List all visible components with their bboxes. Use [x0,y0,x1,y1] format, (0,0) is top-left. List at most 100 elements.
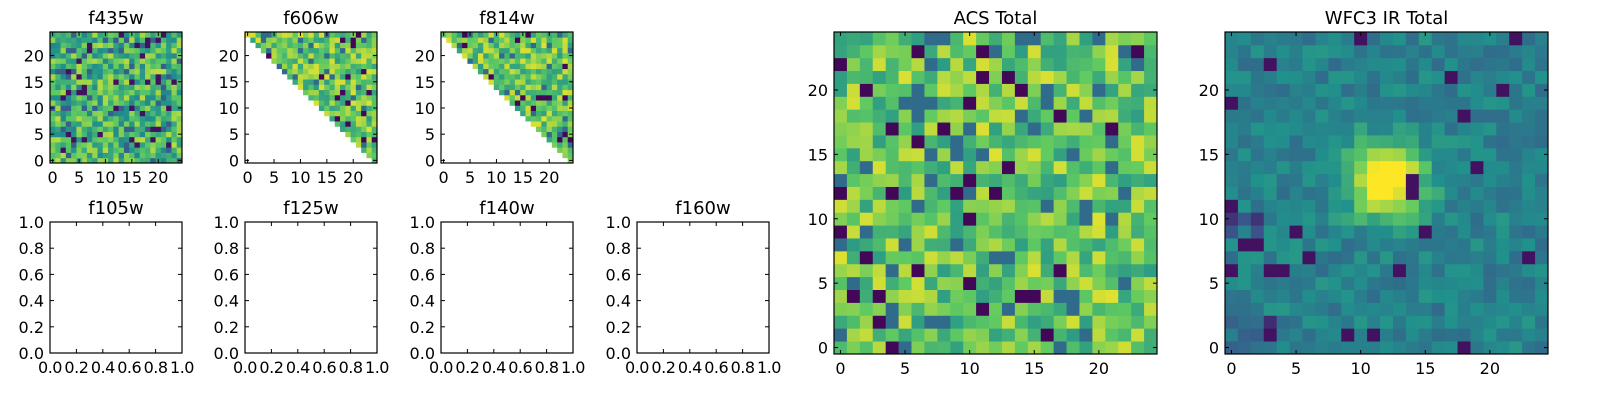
heatmap-cell [81,47,88,54]
heatmap-cell [1535,122,1549,136]
heatmap-cell [55,131,61,138]
heatmap-cell [355,100,362,106]
heatmap-cell [1496,32,1510,46]
heatmap-cell [976,276,990,290]
heatmap-cell [65,73,72,80]
heatmap-cell [1315,315,1329,329]
heatmap-cell [81,136,88,143]
heatmap-cell [885,96,899,110]
heatmap-cell [536,73,542,80]
heatmap-cell [885,238,899,252]
heatmap-cell [155,136,162,143]
heatmap-cell [846,109,861,123]
heatmap-cell [1144,186,1158,200]
heatmap-cell [134,136,141,143]
heatmap-cell [97,115,104,122]
heatmap-cell [1225,32,1239,46]
heatmap-cell [1131,32,1145,46]
heatmap-cell [859,32,874,46]
heatmap-cell [859,109,874,123]
heatmap-cell [911,173,925,187]
heatmap-cell [950,289,964,303]
heatmap-cell [1457,225,1471,239]
heatmap-cell [911,263,925,278]
heatmap-cell [1328,238,1342,252]
heatmap-cell [297,52,304,59]
heatmap-cell [102,63,109,70]
heatmap-cell [1302,32,1316,46]
heatmap-cell [1496,122,1510,136]
y-tick-label: 0.6 [214,265,239,284]
heatmap-cell [1027,328,1042,342]
heatmap-cell [1014,109,1029,123]
heatmap-cell [1535,160,1549,175]
heatmap-cell [472,47,479,54]
heatmap-cell [334,115,341,122]
heatmap-cell [872,186,887,200]
heatmap-cell [1118,225,1132,239]
heatmap-cell [1027,70,1042,84]
heatmap-cell [846,328,861,342]
heatmap-cell [1289,147,1303,162]
heatmap-cell [834,289,848,303]
heatmap-cell [1079,32,1093,46]
heatmap-cell [308,68,315,75]
heatmap-cell [81,152,88,159]
heatmap-cell [355,42,362,49]
heatmap-cell [1367,57,1381,72]
heatmap-cell [1354,109,1368,123]
heatmap-cell [155,79,162,85]
heatmap-cell [55,42,61,49]
heatmap-cell [1289,186,1303,200]
heatmap-cell [1405,135,1420,149]
heatmap-cell [297,63,304,70]
heatmap-cell [562,32,569,38]
heatmap-cell [118,121,125,127]
heatmap-cell [1237,302,1252,316]
heatmap-cell [1444,225,1458,239]
heatmap-cell [1066,109,1080,123]
heatmap-cell [1522,96,1536,110]
heatmap-cell [318,58,325,64]
heatmap-cell [937,70,951,84]
heatmap-cell [350,100,357,106]
heatmap-cell [467,52,474,59]
heatmap-cell [266,47,272,54]
heatmap-cell [846,250,861,265]
heatmap-cell [976,57,990,72]
heatmap-cell [97,126,104,132]
heatmap-cell [557,121,563,127]
heatmap-cell [477,58,484,64]
heatmap-cell [171,126,178,132]
heatmap-cell [1444,44,1458,59]
heatmap-cell [1144,328,1158,342]
heatmap-cell [1289,199,1303,213]
heatmap-cell [129,68,135,75]
heatmap-cell [81,121,88,127]
heatmap-cell [292,52,299,59]
heatmap-cell [846,289,861,303]
heatmap-cell [266,52,272,59]
heatmap-cell [530,121,537,127]
heatmap-cell [1250,328,1265,342]
heatmap-cell [1131,225,1145,239]
heatmap-cell [937,160,951,175]
heatmap-cell [989,199,1003,213]
heatmap-cell [499,84,505,91]
heatmap-cell [472,52,479,59]
heatmap-cell [1131,302,1145,316]
heatmap-cell [108,52,114,59]
heatmap-cell [493,79,500,85]
heatmap-cell [340,94,346,101]
heatmap-cell [950,315,964,329]
heatmap-cell [334,42,341,49]
heatmap-cell [150,100,156,106]
heatmap-cell [1431,173,1446,187]
heatmap-cell [1392,341,1407,355]
heatmap-cell [160,105,167,111]
heatmap-cell [525,37,532,43]
heatmap-cell [1225,70,1239,84]
heatmap-cell [340,63,346,70]
